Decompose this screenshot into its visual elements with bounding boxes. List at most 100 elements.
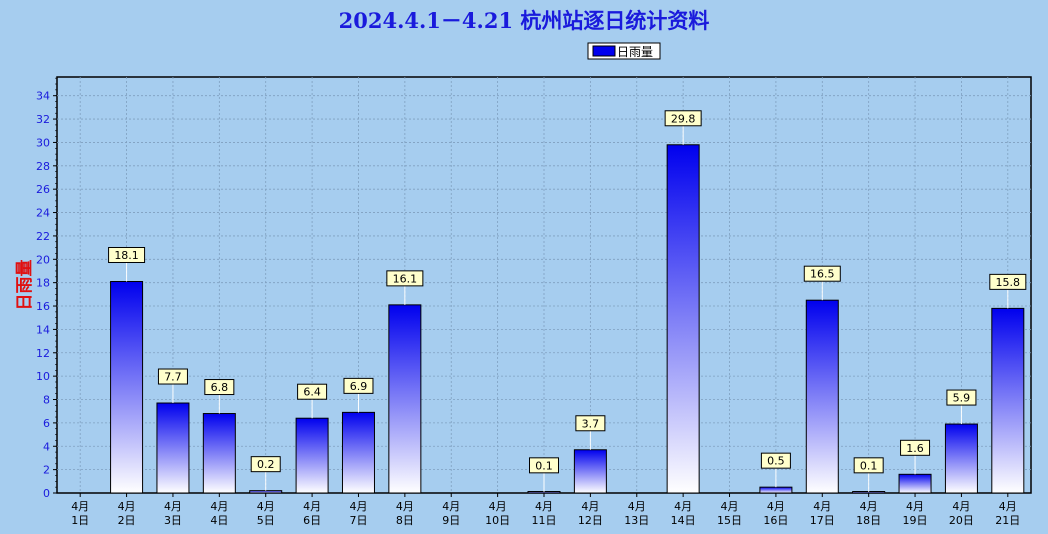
x-tick-label-month: 4月 [210,500,228,513]
x-tick-label-day: 7日 [349,514,367,527]
y-tick-label: 20 [36,253,50,266]
y-tick-label: 34 [36,90,50,103]
y-tick-label: 10 [36,370,50,383]
x-tick-label-day: 10日 [485,514,510,527]
x-tick-label-month: 4月 [581,500,599,513]
bar [991,307,1025,494]
data-label: 18.1 [114,249,139,262]
data-label: 16.1 [393,272,418,285]
x-tick-label-day: 3日 [164,514,182,527]
data-label-box [803,265,841,282]
data-label-box [575,415,606,432]
data-label: 6.4 [303,386,321,399]
x-tick-label-month: 4月 [628,500,646,513]
data-label-box [108,246,146,263]
bar [110,280,144,494]
bar [898,473,932,494]
data-label-box [664,110,702,127]
y-tick-label: 28 [36,160,50,173]
x-tick-label-month: 4月 [442,500,460,513]
x-tick-label-month: 4月 [999,500,1017,513]
x-tick-label-month: 4月 [118,500,136,513]
x-tick-label-month: 4月 [860,500,878,513]
data-label: 0.2 [257,458,275,471]
x-tick-label-month: 4月 [396,500,414,513]
data-label: 0.5 [767,455,785,468]
data-label: 29.8 [671,112,696,125]
data-label: 5.9 [953,392,971,405]
bar [573,449,607,494]
x-tick-label-month: 4月 [71,500,89,513]
x-tick-label-month: 4月 [906,500,924,513]
x-tick-label-month: 4月 [257,500,275,513]
y-tick-label: 26 [36,183,50,196]
data-label: 6.9 [350,380,368,393]
data-label: 0.1 [535,459,553,472]
y-axis-label: 日雨量 [14,260,35,311]
x-tick-label-month: 4月 [674,500,692,513]
y-tick-label: 8 [43,394,50,407]
x-tick-label-day: 12日 [578,514,603,527]
bar [944,423,978,494]
x-tick-label-month: 4月 [489,500,507,513]
x-tick-label-day: 21日 [995,514,1020,527]
data-label: 1.6 [906,442,924,455]
bars [110,144,1025,494]
x-tick-label-day: 20日 [949,514,974,527]
bar [295,417,329,494]
x-tick-label-day: 8日 [396,514,414,527]
x-tick-label-month: 4月 [952,500,970,513]
chart-title: 2024.4.1－4.21 杭州站逐日统计资料 [339,8,710,33]
data-label-box [760,452,791,469]
bar [666,144,700,494]
data-labels: 18.1 7.7 6.8 0.2 6.4 6.9 16.1 0.1 3.7 29.8 0.5 16.5… [108,110,1027,492]
x-tick-label-month: 4月 [535,500,553,513]
bar [759,486,793,494]
x-tick-label-month: 4月 [164,500,182,513]
legend-swatch [592,45,616,57]
y-tick-label: 0 [43,487,50,500]
data-label: 6.8 [211,381,229,394]
bar [156,402,190,494]
y-tick-label: 2 [43,464,50,477]
data-label: 15.8 [996,276,1021,289]
x-tick-label-day: 9日 [442,514,460,527]
x-tick-label-day: 11日 [532,514,557,527]
legend-label: 日雨量 [617,45,653,59]
bar [202,413,236,494]
x-axis: 4月1日4月2日4月3日4月4日4月5日4月6日4月7日4月8日4月9日4月10… [71,493,1020,527]
x-tick-label-month: 4月 [349,500,367,513]
data-label-box [386,270,424,287]
y-tick-label: 6 [43,417,50,430]
x-tick-label-month: 4月 [721,500,739,513]
y-tick-label: 32 [36,113,50,126]
data-label-box [297,383,328,400]
x-tick-label-month: 4月 [767,500,785,513]
x-tick-label-day: 14日 [671,514,696,527]
data-label-box [204,379,235,396]
data-label: 3.7 [582,417,600,430]
y-tick-label: 30 [36,136,50,149]
data-label: 7.7 [164,371,182,384]
data-label: 16.5 [810,268,835,281]
data-label: 0.1 [860,459,878,472]
y-tick-label: 22 [36,230,50,243]
data-label-box [157,368,188,385]
x-tick-label-day: 18日 [856,514,881,527]
y-tick-label: 18 [36,277,50,290]
data-label-box [529,457,559,474]
x-tick-label-day: 13日 [624,514,649,527]
x-tick-label-day: 6日 [303,514,321,527]
y-tick-label: 24 [36,207,50,220]
y-tick-label: 14 [36,323,50,336]
x-tick-label-month: 4月 [813,500,831,513]
x-tick-label-day: 1日 [71,514,89,527]
x-tick-label-month: 4月 [303,500,321,513]
data-label-box [853,457,884,474]
legend: 日雨量 [587,42,661,60]
x-tick-label-day: 17日 [810,514,835,527]
x-tick-label-day: 19日 [903,514,928,527]
x-tick-label-day: 2日 [118,514,136,527]
